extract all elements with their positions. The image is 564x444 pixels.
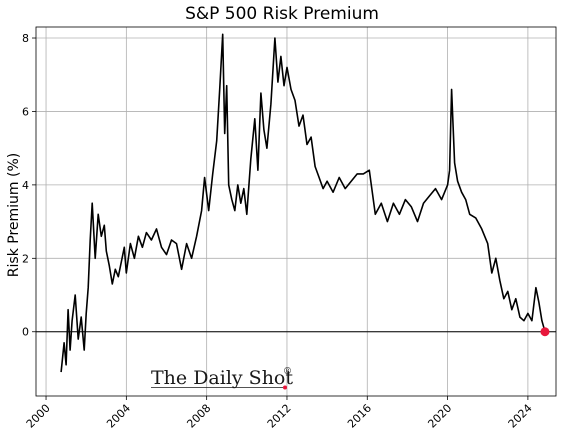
y-tick-label: 6 xyxy=(22,105,29,118)
watermark-logo: The Daily Shot ® xyxy=(151,367,293,390)
y-tick-label: 0 xyxy=(22,326,29,339)
grid xyxy=(36,27,556,396)
x-tick-label: 2004 xyxy=(104,402,133,431)
x-tick-label: 2016 xyxy=(345,402,374,431)
latest-value-marker xyxy=(540,327,550,337)
x-tick-label: 2000 xyxy=(24,402,53,431)
x-tick-label: 2024 xyxy=(506,402,535,431)
y-axis-title: Risk Premium (%) xyxy=(6,153,22,277)
x-tick-label: 2008 xyxy=(184,402,213,431)
plot-area xyxy=(36,33,556,373)
chart-title: S&P 500 Risk Premium xyxy=(185,4,379,24)
x-tick-label: 2020 xyxy=(425,402,454,431)
y-tick-label: 4 xyxy=(22,179,29,192)
watermark-text: The Daily Shot xyxy=(151,367,293,389)
watermark-mark: ® xyxy=(283,367,292,377)
plot-frame xyxy=(35,26,557,397)
x-tick-label: 2012 xyxy=(265,402,294,431)
y-tick-label: 8 xyxy=(22,32,29,45)
y-tick-label: 2 xyxy=(22,252,29,265)
watermark-dot xyxy=(283,385,287,390)
series-line xyxy=(60,33,546,373)
